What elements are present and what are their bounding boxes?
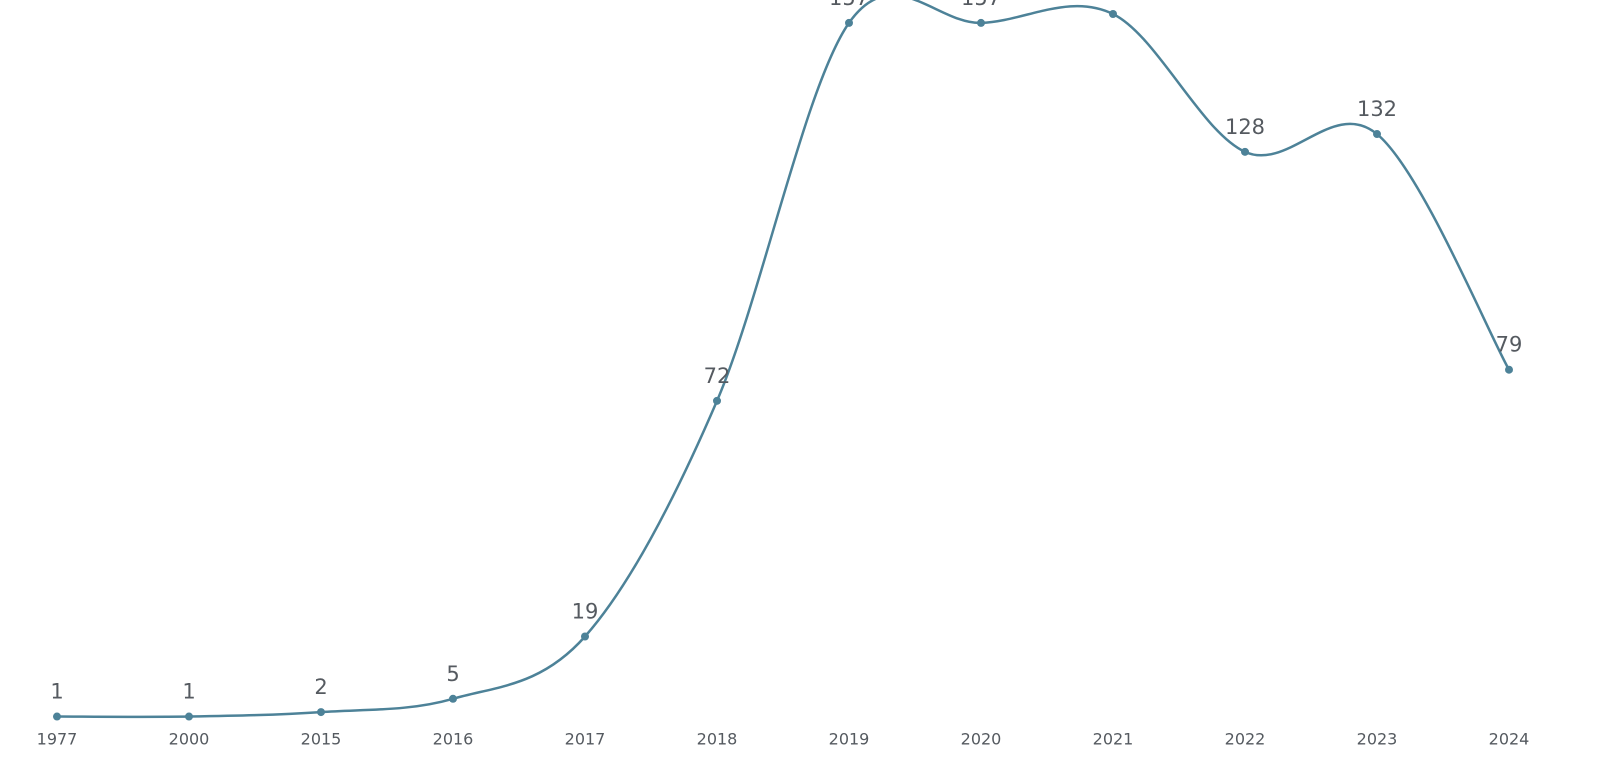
x-tick-label: 2018 <box>697 730 738 749</box>
x-tick-label: 2023 <box>1357 730 1398 749</box>
point <box>185 712 193 721</box>
value-label: 72 <box>704 364 731 388</box>
x-tick-label: 2021 <box>1093 730 1134 749</box>
value-label: 128 <box>1225 115 1265 139</box>
value-label: 2 <box>314 675 327 699</box>
point <box>53 712 61 721</box>
value-label: 132 <box>1357 97 1397 121</box>
value-label: 1 <box>50 680 63 704</box>
value-label: 19 <box>572 600 599 624</box>
x-tick-label: 2017 <box>565 730 606 749</box>
value-label: 157 <box>961 0 1001 10</box>
x-tick-label: 2016 <box>433 730 474 749</box>
x-tick-label: 1977 <box>37 730 78 749</box>
x-tick-label: 2000 <box>169 730 210 749</box>
x-tick-label: 2019 <box>829 730 870 749</box>
point <box>581 632 589 641</box>
line <box>56 0 1511 719</box>
value-label: 79 <box>1496 333 1523 357</box>
x-tick-label: 2024 <box>1489 730 1530 749</box>
x-tick-label: 2022 <box>1225 730 1266 749</box>
value-label: 159 <box>1093 0 1133 1</box>
value-label: 1 <box>182 680 195 704</box>
point <box>977 18 985 27</box>
point <box>1109 10 1117 18</box>
point <box>1505 365 1513 374</box>
point <box>1241 147 1249 156</box>
point <box>1373 130 1381 139</box>
value-label: 157 <box>829 0 869 10</box>
x-tick-label: 2015 <box>301 730 342 749</box>
point <box>845 18 853 27</box>
value-label: 5 <box>446 662 459 686</box>
x-tick-label: 2020 <box>961 730 1002 749</box>
point <box>317 708 325 717</box>
point <box>713 396 721 405</box>
point <box>449 694 457 703</box>
